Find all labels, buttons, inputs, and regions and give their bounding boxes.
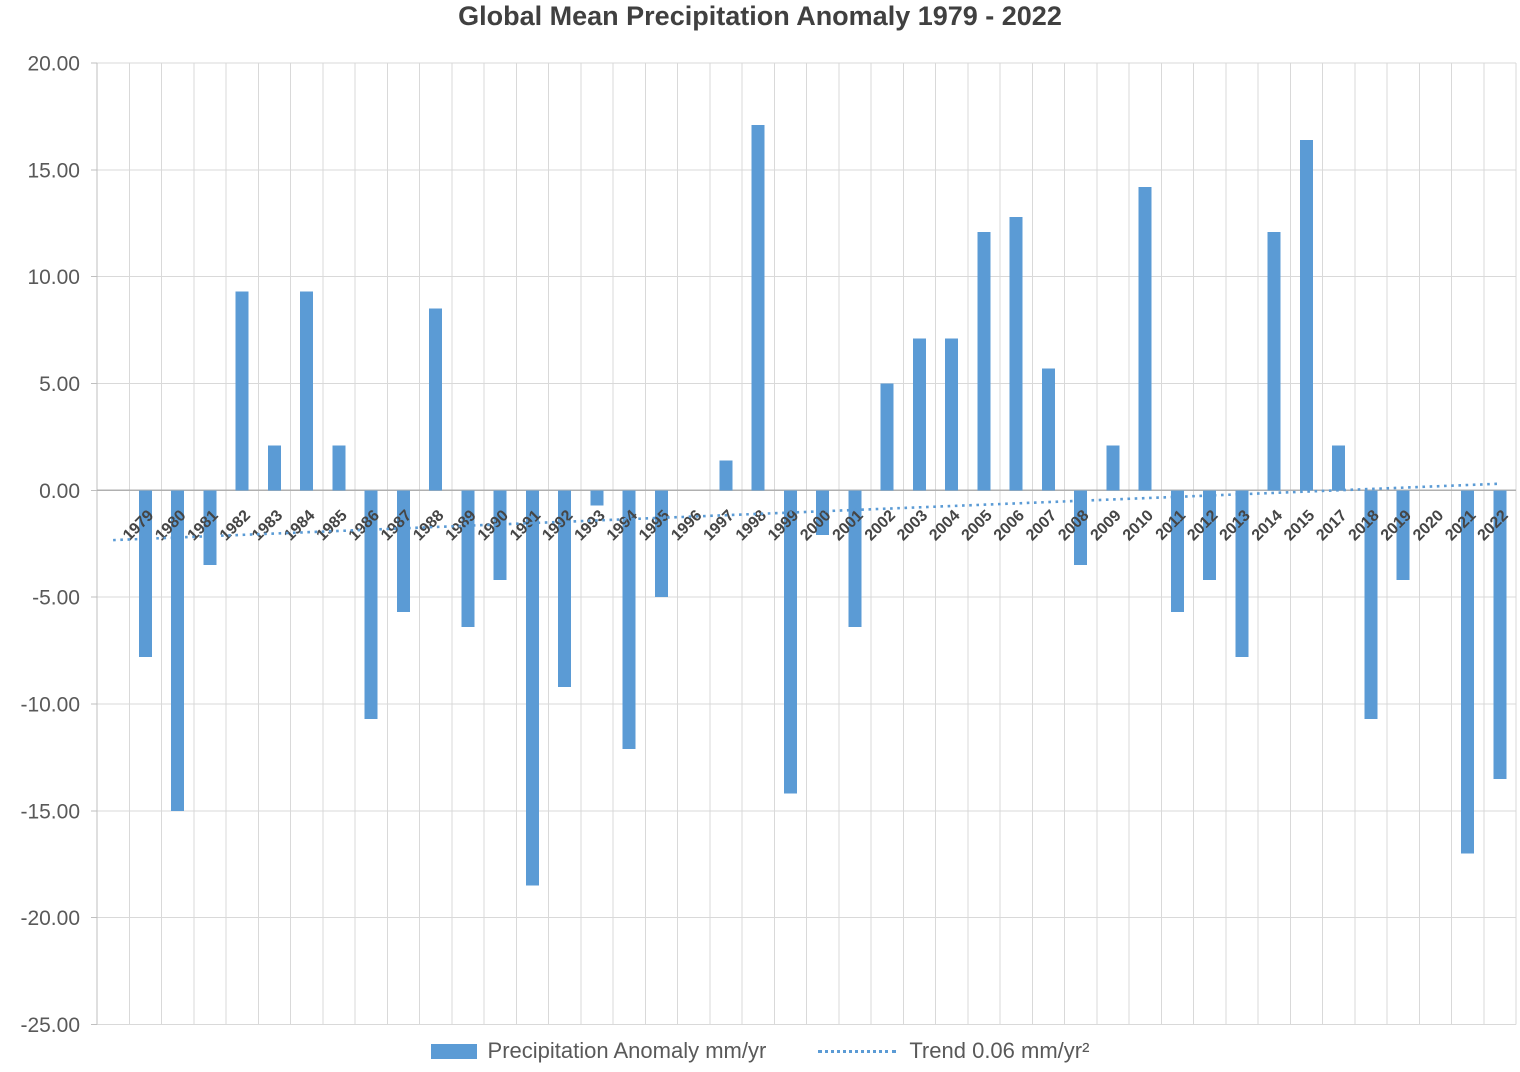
- legend: Precipitation Anomaly mm/yr Trend 0.06 m…: [0, 1036, 1520, 1066]
- x-tick-label-1982: 1982: [217, 507, 254, 544]
- trend-line: [113, 482, 1500, 542]
- legend-trend-label: Trend 0.06 mm/yr²: [909, 1038, 1090, 1063]
- x-tick-label-2009: 2009: [1088, 507, 1125, 544]
- x-tick-label-1996: 1996: [668, 507, 705, 544]
- y-tick-label: -5.00: [32, 587, 80, 610]
- y-tick-label: -20.00: [20, 907, 80, 930]
- legend-trend-line-swatch: [818, 1049, 897, 1053]
- bar-1993: [590, 490, 604, 506]
- legend-series-label: Precipitation Anomaly mm/yr: [487, 1038, 767, 1063]
- bar-1999: [783, 490, 797, 794]
- bar-1990: [493, 490, 507, 581]
- bar-1995: [654, 490, 668, 598]
- bar-1991: [525, 490, 539, 886]
- bar-2012: [1203, 490, 1217, 581]
- x-tick-label-1998: 1998: [733, 507, 770, 544]
- bar-1982: [235, 291, 249, 491]
- bar-2005: [977, 231, 991, 491]
- bar-2014: [1267, 231, 1281, 491]
- bar-1986: [364, 490, 378, 719]
- bar-2004: [945, 338, 959, 491]
- bar-1994: [622, 490, 636, 749]
- x-tick-label-1985: 1985: [314, 507, 351, 544]
- x-tick-label-1993: 1993: [572, 507, 609, 544]
- y-tick-label: 0.00: [39, 480, 80, 503]
- bar-1988: [429, 308, 443, 491]
- x-tick-label-2015: 2015: [1281, 507, 1318, 544]
- x-tick-label-1988: 1988: [410, 507, 447, 544]
- bar-1985: [332, 445, 346, 491]
- bar-2001: [848, 490, 862, 628]
- bar-2013: [1235, 490, 1249, 657]
- x-tick-label-2014: 2014: [1249, 507, 1286, 544]
- bar-1998: [751, 124, 765, 491]
- bar-1984: [300, 291, 314, 491]
- bar-1992: [558, 490, 572, 687]
- bar-2006: [1009, 216, 1023, 491]
- bar-2007: [1041, 368, 1055, 491]
- bar-2010: [1138, 186, 1152, 491]
- x-tick-label-2010: 2010: [1120, 507, 1157, 544]
- bar-2022: [1493, 490, 1507, 779]
- x-tick-label-2020: 2020: [1410, 507, 1447, 544]
- bar-1980: [171, 490, 185, 811]
- bar-2011: [1170, 490, 1184, 613]
- bar-2003: [912, 338, 926, 491]
- y-tick-label: -10.00: [20, 694, 80, 717]
- bar-1989: [461, 490, 475, 628]
- y-tick-label: -25.00: [20, 1014, 80, 1037]
- x-tick-label-1983: 1983: [249, 507, 286, 544]
- bar-2008: [1074, 490, 1088, 566]
- legend-bar-swatch: [430, 1043, 477, 1059]
- x-tick-label-2004: 2004: [926, 507, 963, 544]
- bar-1987: [396, 490, 410, 613]
- x-tick-label-2017: 2017: [1313, 507, 1350, 544]
- bar-2000: [816, 490, 830, 536]
- bar-1997: [719, 460, 733, 491]
- bar-1979: [138, 490, 152, 657]
- x-tick-label-2003: 2003: [894, 507, 931, 544]
- y-tick-label: 10.00: [27, 266, 80, 289]
- x-tick-label-2007: 2007: [1023, 507, 1060, 544]
- x-tick-label-2006: 2006: [991, 507, 1028, 544]
- chart-title: Global Mean Precipitation Anomaly 1979 -…: [458, 1, 1062, 31]
- x-tick-label-2005: 2005: [959, 507, 996, 544]
- y-tick-label: 20.00: [27, 53, 80, 76]
- x-tick-label-2002: 2002: [862, 507, 899, 544]
- bar-1983: [267, 445, 281, 491]
- y-tick-label: 15.00: [27, 159, 80, 182]
- bar-2021: [1461, 490, 1475, 854]
- bar-1981: [203, 490, 217, 566]
- bar-2009: [1106, 445, 1120, 491]
- y-tick-label: 5.00: [39, 373, 80, 396]
- x-tick-label-1997: 1997: [701, 507, 738, 544]
- bar-2015: [1299, 139, 1313, 491]
- bar-2017: [1332, 445, 1346, 491]
- bar-2002: [880, 383, 894, 491]
- y-tick-label: -15.00: [20, 800, 80, 823]
- bar-2019: [1396, 490, 1410, 581]
- x-tick-label-1984: 1984: [281, 507, 318, 544]
- bar-2018: [1364, 490, 1378, 719]
